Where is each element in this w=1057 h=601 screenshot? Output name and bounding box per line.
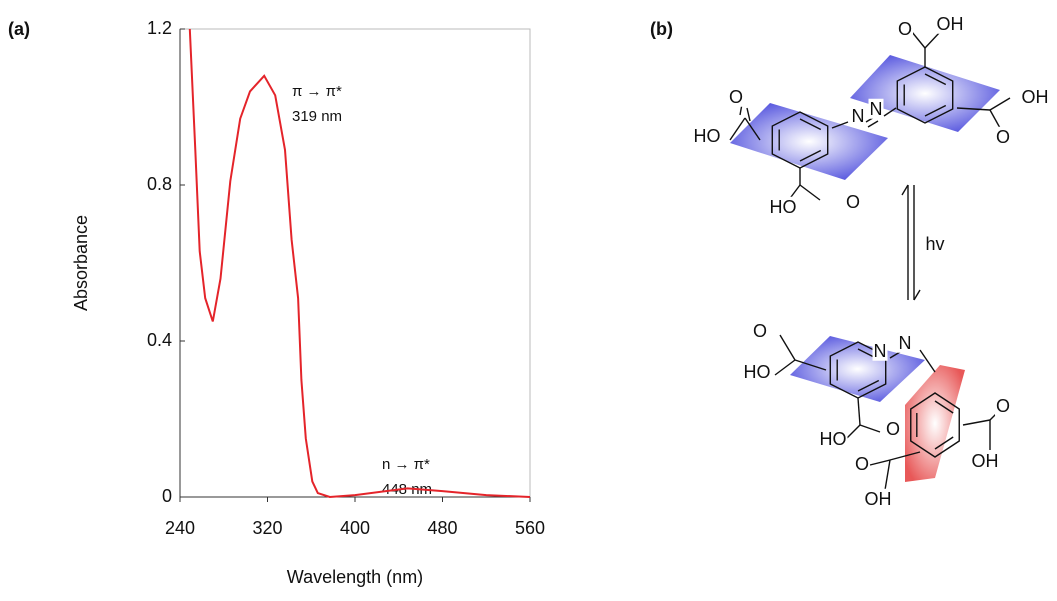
bond xyxy=(860,425,880,432)
x-tick-label: 560 xyxy=(515,518,545,538)
y-axis-title: Absorbance xyxy=(71,215,91,311)
ring-plane xyxy=(905,365,965,482)
bond xyxy=(800,185,820,200)
annotation: n → π* xyxy=(382,456,430,473)
x-tick-label: 240 xyxy=(165,518,195,538)
atom-label: HO xyxy=(744,362,771,382)
atom-label: O xyxy=(855,454,869,474)
bond xyxy=(925,32,940,48)
y-tick-label: 0.8 xyxy=(147,174,172,194)
x-axis-title: Wavelength (nm) xyxy=(287,567,423,587)
panel-label: (a) xyxy=(8,19,30,39)
atom-label: O xyxy=(996,127,1010,147)
y-tick-label: 0.4 xyxy=(147,330,172,350)
atom-label: OH xyxy=(937,14,964,34)
x-tick-label: 400 xyxy=(340,518,370,538)
atom-label: O xyxy=(729,87,743,107)
atom-label: HO xyxy=(820,429,847,449)
spectrum-line xyxy=(190,29,530,497)
plot-frame xyxy=(180,29,530,497)
atom-label: N xyxy=(870,99,883,119)
atom-label: O xyxy=(846,192,860,212)
bond xyxy=(775,360,795,375)
atom-label: OH xyxy=(865,489,892,509)
bond xyxy=(780,335,795,360)
atom-label: O xyxy=(996,396,1010,416)
bond xyxy=(990,110,1000,128)
y-tick-label: 0 xyxy=(162,486,172,506)
bond xyxy=(885,460,890,490)
atom-label: N xyxy=(899,333,912,353)
atom-label: HO xyxy=(770,197,797,217)
atom-label: N xyxy=(874,341,887,361)
panel-label: (b) xyxy=(650,19,673,39)
bond xyxy=(858,398,860,425)
atom-label: OH xyxy=(1022,87,1049,107)
bond xyxy=(912,32,925,48)
bond xyxy=(868,121,878,127)
atom-label: O xyxy=(753,321,767,341)
y-tick-label: 1.2 xyxy=(147,18,172,38)
annotation: 319 nm xyxy=(292,108,342,125)
x-tick-label: 320 xyxy=(252,518,282,538)
bond xyxy=(747,108,750,121)
bond xyxy=(870,460,890,465)
atom-label: N xyxy=(852,106,865,126)
bond xyxy=(963,420,990,425)
bond xyxy=(914,290,920,300)
x-tick-label: 480 xyxy=(427,518,457,538)
atom-label: hv xyxy=(925,234,944,254)
atom-label: O xyxy=(886,419,900,439)
atom-label: O xyxy=(898,19,912,39)
atom-label: OH xyxy=(972,451,999,471)
bond xyxy=(990,98,1010,110)
atom-label: HO xyxy=(694,126,721,146)
figure: (a) (b) Wavelength (nm) Absorbance π → π… xyxy=(0,0,1057,596)
annotation: π → π* xyxy=(292,83,342,100)
bond xyxy=(902,185,908,195)
